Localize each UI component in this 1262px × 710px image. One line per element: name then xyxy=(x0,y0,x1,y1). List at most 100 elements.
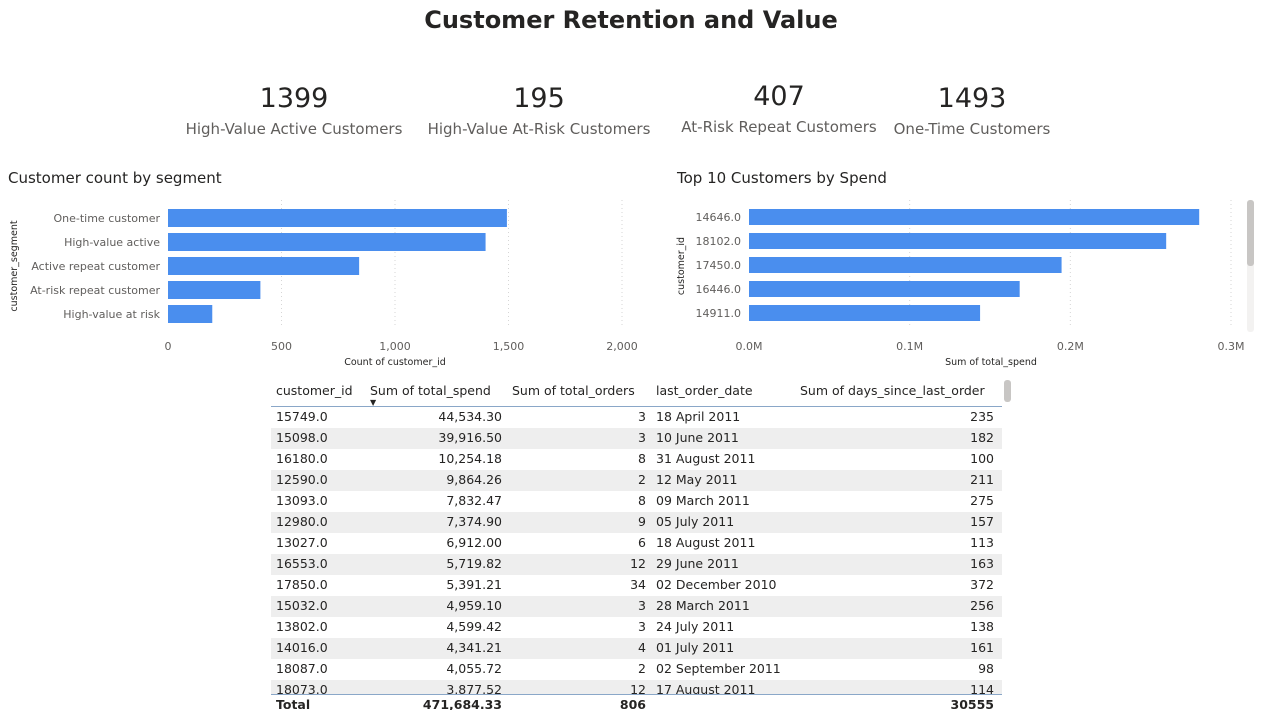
chart-scrollbar-track[interactable] xyxy=(1247,200,1254,332)
kpi-card-high-value-active[interactable]: 1399 High-Value Active Customers xyxy=(184,82,404,138)
cell-customer-id: 13027.0 xyxy=(276,535,328,550)
bar[interactable] xyxy=(168,209,507,227)
kpi-card-one-time[interactable]: 1493 One-Time Customers xyxy=(884,82,1060,138)
cell-total-spend: 4,055.72 xyxy=(446,661,502,676)
category-label: High-value active xyxy=(64,236,160,249)
kpi-label: At-Risk Repeat Customers xyxy=(681,118,877,136)
cell-total-orders: 3 xyxy=(638,430,646,445)
column-header-total-spend[interactable]: Sum of total_spend xyxy=(370,383,491,398)
category-label: Active repeat customer xyxy=(31,260,160,273)
x-tick-label: 0.2M xyxy=(1057,340,1084,353)
x-tick-label: 1,500 xyxy=(493,340,525,353)
cell-days-since-last-order: 100 xyxy=(970,451,994,466)
cell-total-spend: 4,959.10 xyxy=(446,598,502,613)
cell-customer-id: 15749.0 xyxy=(276,409,328,424)
cell-total-orders: 8 xyxy=(638,451,646,466)
cell-customer-id: 13093.0 xyxy=(276,493,328,508)
column-header-last-order-date[interactable]: last_order_date xyxy=(656,383,753,398)
table-row[interactable]: 12980.0 7,374.90 9 05 July 2011 157 xyxy=(271,512,1002,533)
x-tick-label: 1,000 xyxy=(379,340,411,353)
cell-last-order-date: 09 March 2011 xyxy=(656,493,750,508)
bar[interactable] xyxy=(749,233,1167,249)
bar[interactable] xyxy=(168,233,486,251)
table-total-row: Total 471,684.33 806 30555 xyxy=(271,694,1002,710)
customer-table[interactable]: customer_id Sum of total_spend ▼ Sum of … xyxy=(271,378,1011,710)
y-axis-title: customer_id xyxy=(676,237,687,295)
cell-total-orders: 34 xyxy=(630,577,646,592)
sort-descending-icon[interactable]: ▼ xyxy=(370,398,377,407)
total-label: Total xyxy=(276,697,311,710)
table-scrollbar-thumb[interactable] xyxy=(1004,380,1011,402)
kpi-value: 1399 xyxy=(259,83,329,114)
table-row[interactable]: 15032.0 4,959.10 3 28 March 2011 256 xyxy=(271,596,1002,617)
cell-total-spend: 4,341.21 xyxy=(446,640,502,655)
x-tick-label: 0.3M xyxy=(1218,340,1245,353)
table-row[interactable]: 18087.0 4,055.72 2 02 September 2011 98 xyxy=(271,659,1002,680)
cell-customer-id: 15032.0 xyxy=(276,598,328,613)
cell-total-orders: 9 xyxy=(638,514,646,529)
cell-total-spend: 44,534.30 xyxy=(438,409,502,424)
cell-days-since-last-order: 98 xyxy=(978,661,994,676)
bar[interactable] xyxy=(168,257,360,275)
cell-total-spend: 7,374.90 xyxy=(446,514,502,529)
table-row[interactable]: 17850.0 5,391.21 34 02 December 2010 372 xyxy=(271,575,1002,596)
table-row[interactable]: 16180.0 10,254.18 8 31 August 2011 100 xyxy=(271,449,1002,470)
bar[interactable] xyxy=(168,305,213,323)
cell-customer-id: 12980.0 xyxy=(276,514,328,529)
cell-days-since-last-order: 113 xyxy=(970,535,994,550)
table-row[interactable]: 13093.0 7,832.47 8 09 March 2011 275 xyxy=(271,491,1002,512)
y-axis-title: customer_segment xyxy=(9,220,20,311)
column-header-customer-id[interactable]: customer_id xyxy=(276,383,353,398)
table-row[interactable]: 18073.0 3,877.52 12 17 August 2011 114 xyxy=(271,680,1002,694)
cell-customer-id: 16180.0 xyxy=(276,451,328,466)
table-row[interactable]: 13802.0 4,599.42 3 24 July 2011 138 xyxy=(271,617,1002,638)
category-label: 14646.0 xyxy=(696,211,742,224)
x-tick-label: 0.0M xyxy=(736,340,763,353)
bar[interactable] xyxy=(749,281,1020,297)
cell-last-order-date: 28 March 2011 xyxy=(656,598,750,613)
table-row[interactable]: 12590.0 9,864.26 2 12 May 2011 211 xyxy=(271,470,1002,491)
cell-days-since-last-order: 114 xyxy=(970,682,994,694)
table-row[interactable]: 16553.0 5,719.82 12 29 June 2011 163 xyxy=(271,554,1002,575)
table-row[interactable]: 13027.0 6,912.00 6 18 August 2011 113 xyxy=(271,533,1002,554)
total-days: 30555 xyxy=(950,697,995,710)
kpi-label: High-Value At-Risk Customers xyxy=(427,120,651,138)
category-label: 16446.0 xyxy=(696,283,742,296)
cell-last-order-date: 01 July 2011 xyxy=(656,640,735,655)
table-row[interactable]: 15749.0 44,534.30 3 18 April 2011 235 xyxy=(271,407,1002,428)
top-customers-bar-chart[interactable]: 0.0M 0.1M 0.2M 0.3M 14646.0 18102.0 17450.0 164… xyxy=(670,196,1250,396)
cell-last-order-date: 02 December 2010 xyxy=(656,577,777,592)
kpi-card-at-risk-repeat[interactable]: 407 At-Risk Repeat Customers xyxy=(676,80,882,136)
table-body[interactable]: 15749.0 44,534.30 3 18 April 2011 235 15098.0… xyxy=(271,407,1002,694)
cell-last-order-date: 10 June 2011 xyxy=(656,430,739,445)
bar[interactable] xyxy=(749,257,1062,273)
cell-total-orders: 3 xyxy=(638,598,646,613)
cell-customer-id: 18073.0 xyxy=(276,682,328,694)
kpi-card-high-value-at-risk[interactable]: 195 High-Value At-Risk Customers xyxy=(424,82,654,138)
cell-customer-id: 13802.0 xyxy=(276,619,328,634)
column-header-days-since-last-order[interactable]: Sum of days_since_last_order xyxy=(800,383,985,398)
cell-customer-id: 15098.0 xyxy=(276,430,328,445)
column-header-total-orders[interactable]: Sum of total_orders xyxy=(512,383,635,398)
cell-total-spend: 39,916.50 xyxy=(438,430,502,445)
bar[interactable] xyxy=(749,209,1200,225)
bar[interactable] xyxy=(749,305,981,321)
page-title: Customer Retention and Value xyxy=(424,6,838,34)
cell-last-order-date: 05 July 2011 xyxy=(656,514,735,529)
table-row[interactable]: 14016.0 4,341.21 4 01 July 2011 161 xyxy=(271,638,1002,659)
cell-total-spend: 3,877.52 xyxy=(446,682,502,694)
cell-days-since-last-order: 163 xyxy=(970,556,994,571)
segment-bar-chart[interactable]: 0 500 1,000 1,500 2,000 One-time customer High… xyxy=(0,196,640,396)
kpi-label: High-Value Active Customers xyxy=(185,120,403,138)
cell-last-order-date: 29 June 2011 xyxy=(656,556,739,571)
cell-customer-id: 17850.0 xyxy=(276,577,328,592)
chart-scrollbar-thumb[interactable] xyxy=(1247,200,1254,266)
cell-total-spend: 6,912.00 xyxy=(446,535,502,550)
bar[interactable] xyxy=(168,281,261,299)
cell-days-since-last-order: 161 xyxy=(970,640,994,655)
cell-last-order-date: 17 August 2011 xyxy=(656,682,756,694)
top-customers-chart-title: Top 10 Customers by Spend xyxy=(677,169,887,187)
cell-customer-id: 16553.0 xyxy=(276,556,328,571)
cell-total-orders: 6 xyxy=(638,535,646,550)
table-row[interactable]: 15098.0 39,916.50 3 10 June 2011 182 xyxy=(271,428,1002,449)
